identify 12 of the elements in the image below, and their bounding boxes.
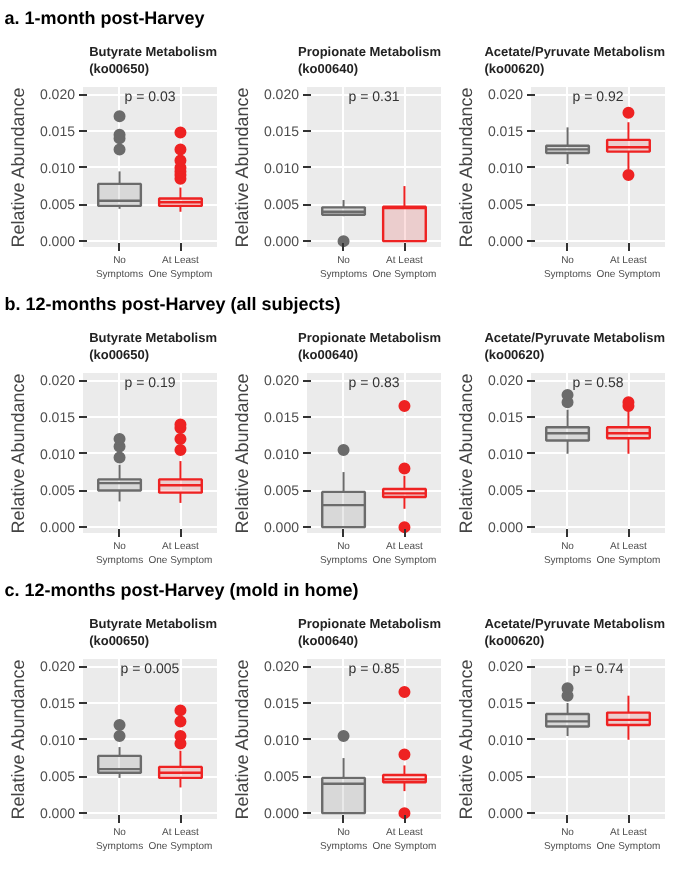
y-axis-title: Relative Abundance — [7, 87, 28, 248]
text: c. 12-months post-Harvey (mold in home) — [4, 579, 359, 600]
y-axis-title: Relative Abundance — [455, 87, 476, 248]
text: a. 1-month post-Harvey — [4, 7, 205, 28]
y-axis-title: Relative Abundance — [231, 373, 252, 534]
y-axis-title: Relative Abundance — [231, 87, 252, 248]
y-axis-title: Relative Abundance — [7, 659, 28, 820]
y-axis-title: Relative Abundance — [455, 373, 476, 534]
y-axis-title: Relative Abundance — [455, 659, 476, 820]
y-axis-title: Relative Abundance — [231, 659, 252, 820]
y-axis-title: Relative Abundance — [7, 373, 28, 534]
text: b. 12-months post-Harvey (all subjects) — [4, 293, 341, 314]
